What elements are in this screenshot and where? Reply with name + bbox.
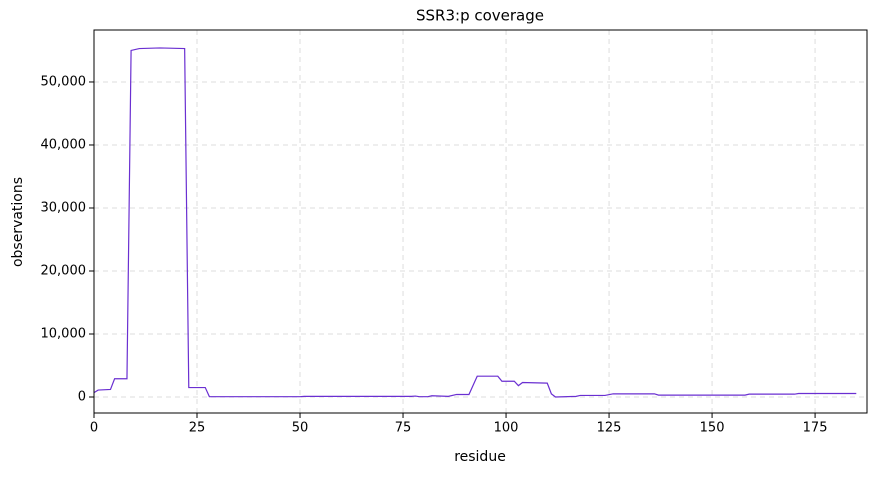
plot-frame (93, 29, 868, 414)
chart-title: SSR3:p coverage (416, 7, 544, 25)
x-tick-label: 0 (90, 421, 98, 436)
x-tick-label: 75 (395, 421, 412, 436)
y-tick-label: 50,000 (41, 74, 87, 89)
y-tick-label: 40,000 (41, 137, 87, 152)
y-tick-label: 10,000 (41, 326, 87, 341)
x-tick-label: 125 (597, 421, 622, 436)
x-tick-label: 175 (803, 421, 828, 436)
x-tick-label: 50 (292, 421, 309, 436)
y-tick-label: 20,000 (41, 263, 87, 278)
x-tick-label: 25 (189, 421, 206, 436)
y-tick-label: 0 (78, 389, 86, 404)
y-tick-label: 30,000 (41, 200, 87, 215)
data-line (93, 47, 857, 398)
x-tick-label: 100 (494, 421, 519, 436)
x-tick-label: 150 (700, 421, 725, 436)
x-axis-label: residue (454, 449, 506, 465)
y-axis-label: observations (10, 177, 26, 267)
